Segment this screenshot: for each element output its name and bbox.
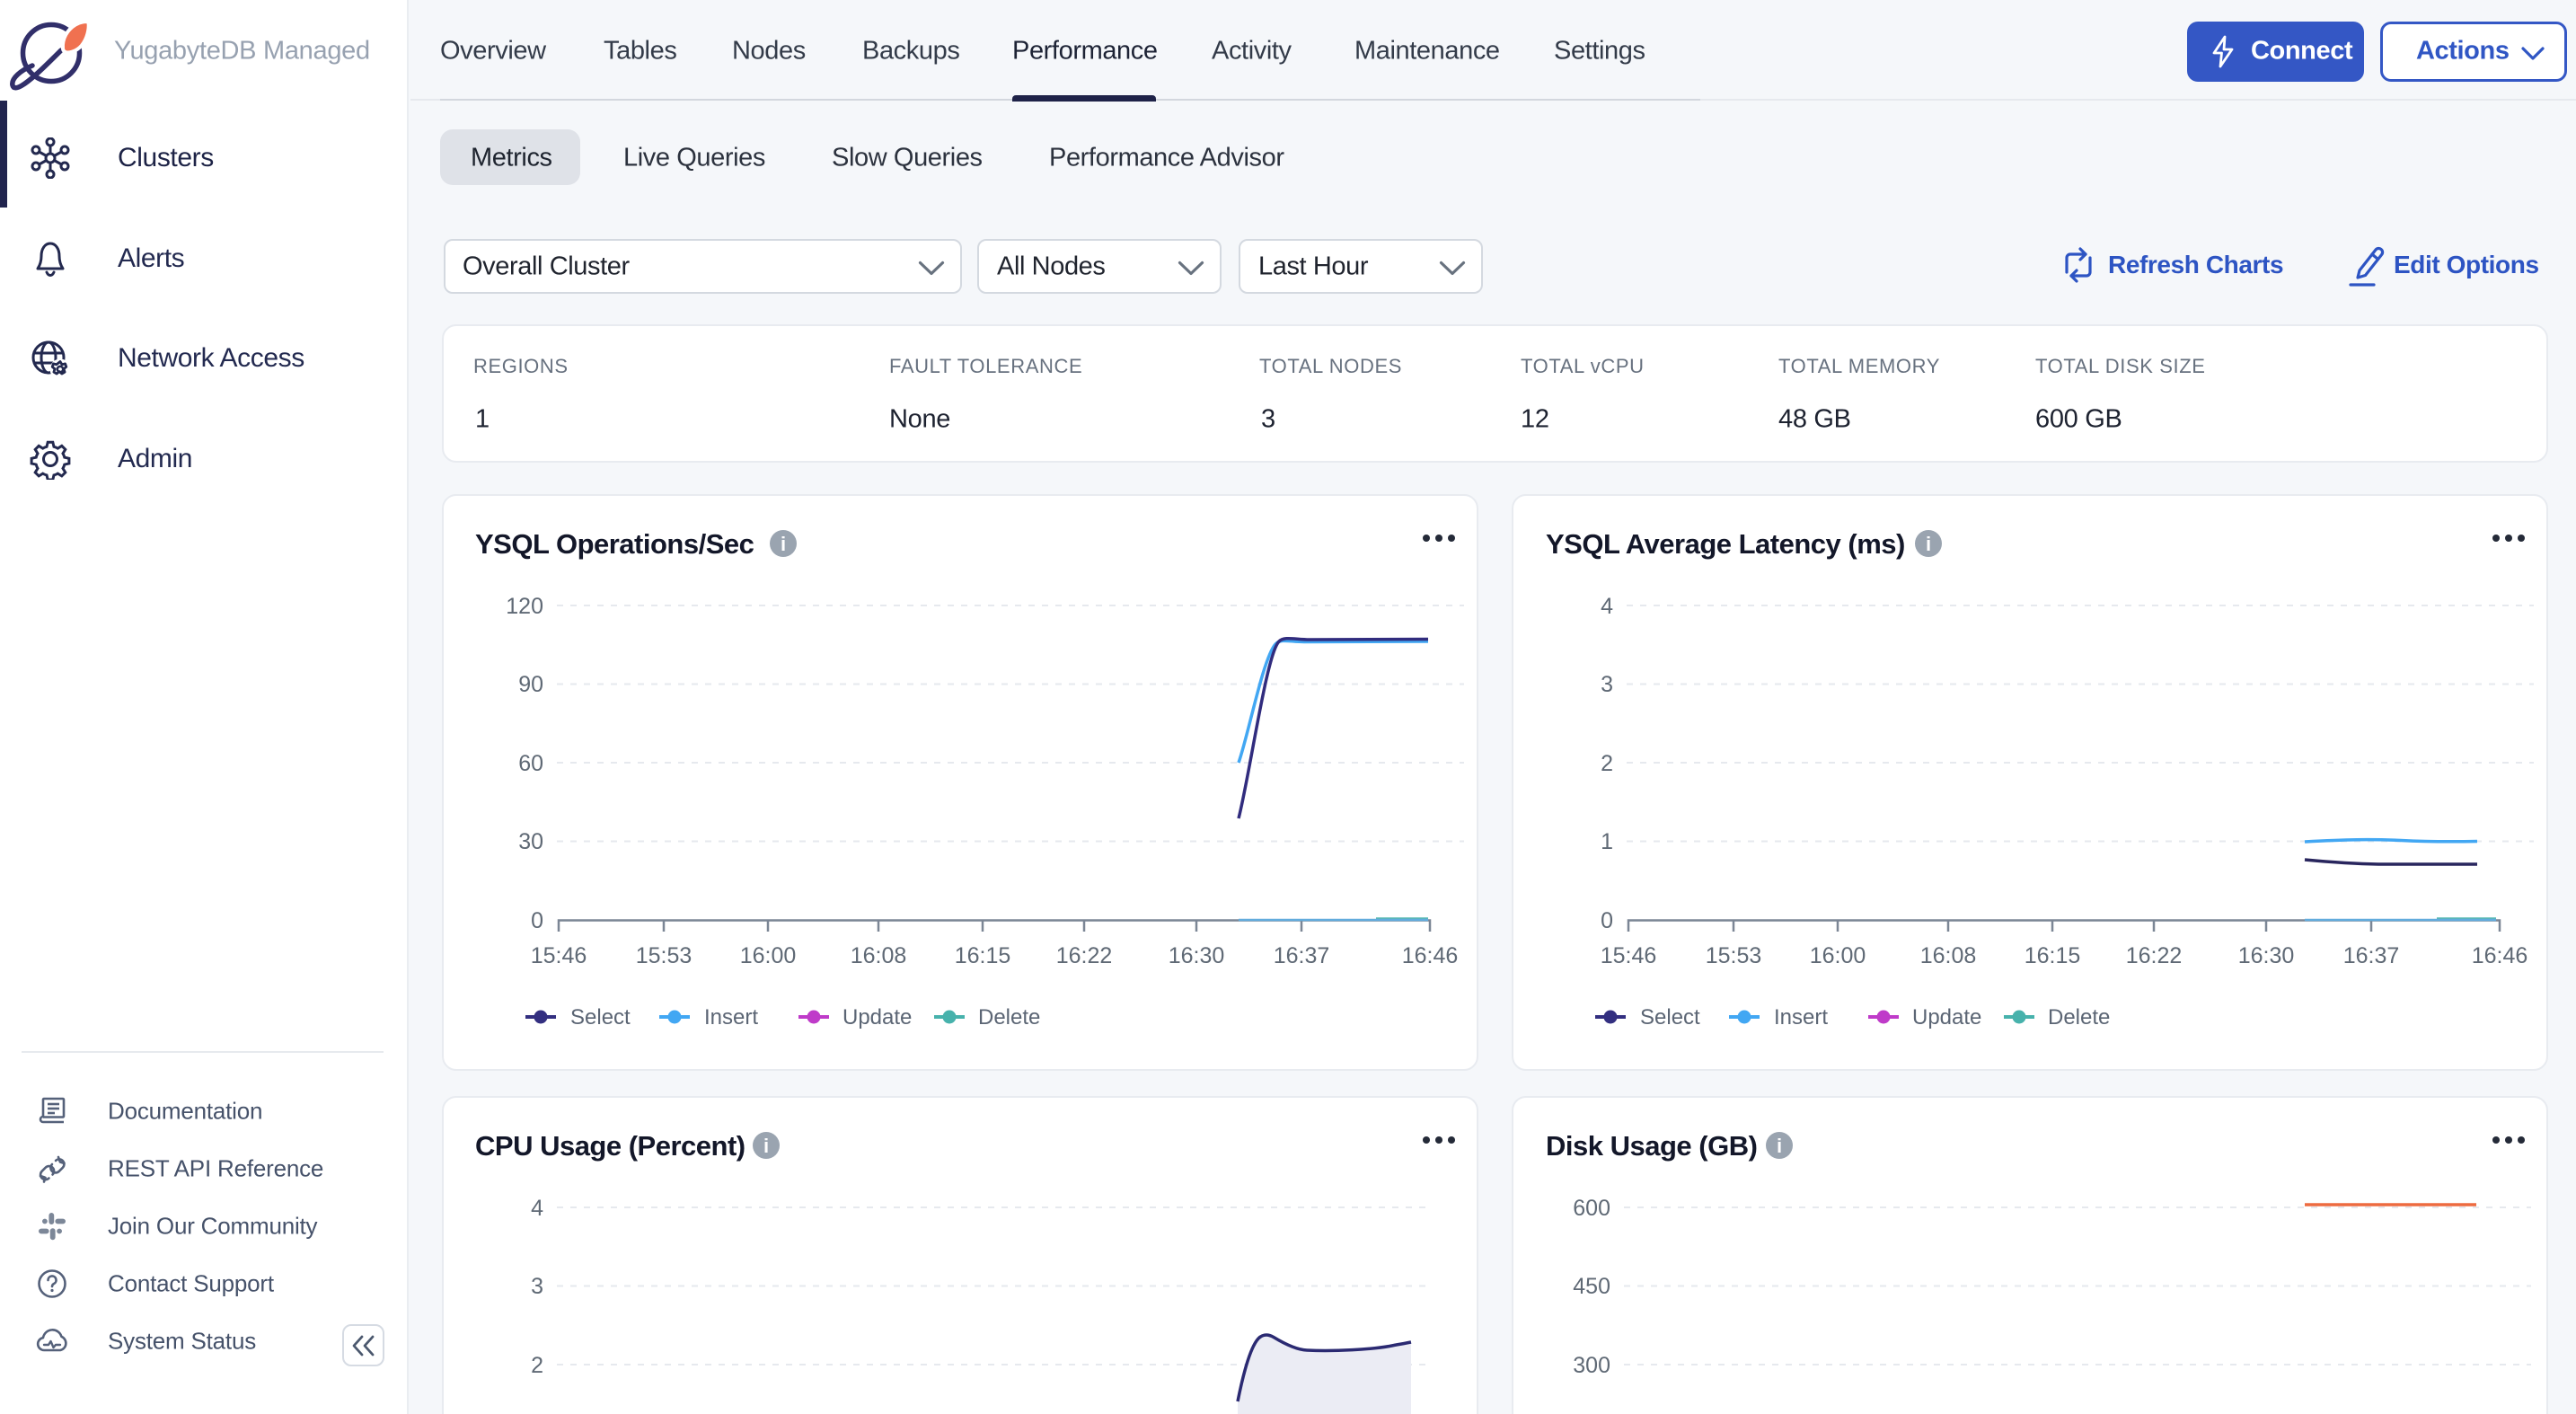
svg-text:16:00: 16:00 bbox=[740, 943, 797, 968]
svg-text:0: 0 bbox=[1601, 908, 1613, 933]
svg-text:16:22: 16:22 bbox=[2126, 943, 2183, 968]
svg-text:16:15: 16:15 bbox=[955, 943, 1011, 968]
svg-text:15:53: 15:53 bbox=[1706, 943, 1762, 968]
svg-text:16:22: 16:22 bbox=[1056, 943, 1113, 968]
svg-text:16:37: 16:37 bbox=[1274, 943, 1330, 968]
svg-text:i: i bbox=[781, 533, 786, 555]
svg-text:16:08: 16:08 bbox=[851, 943, 907, 968]
svg-text:15:53: 15:53 bbox=[636, 943, 693, 968]
svg-text:i: i bbox=[1926, 533, 1931, 555]
svg-text:60: 60 bbox=[518, 751, 543, 776]
svg-text:15:46: 15:46 bbox=[531, 943, 587, 968]
svg-text:90: 90 bbox=[518, 672, 543, 697]
svg-text:300: 300 bbox=[1573, 1353, 1610, 1378]
svg-text:16:30: 16:30 bbox=[1169, 943, 1225, 968]
svg-text:YSQL Average Latency (ms): YSQL Average Latency (ms) bbox=[1546, 528, 1905, 560]
svg-text:2: 2 bbox=[531, 1353, 543, 1378]
svg-text:4: 4 bbox=[531, 1196, 543, 1221]
svg-text:30: 30 bbox=[518, 829, 543, 854]
svg-text:4: 4 bbox=[1601, 594, 1613, 619]
svg-text:1: 1 bbox=[1601, 829, 1613, 854]
svg-text:0: 0 bbox=[531, 908, 543, 933]
svg-text:i: i bbox=[1777, 1135, 1782, 1157]
svg-text:Disk Usage (GB): Disk Usage (GB) bbox=[1546, 1130, 1757, 1162]
svg-text:Select: Select bbox=[570, 1005, 631, 1030]
svg-text:600: 600 bbox=[1573, 1196, 1610, 1221]
svg-text:16:30: 16:30 bbox=[2238, 943, 2295, 968]
svg-text:YSQL Operations/Sec: YSQL Operations/Sec bbox=[475, 528, 754, 560]
svg-text:16:37: 16:37 bbox=[2343, 943, 2400, 968]
svg-text:16:46: 16:46 bbox=[2472, 943, 2528, 968]
svg-text:16:00: 16:00 bbox=[1810, 943, 1866, 968]
svg-text:Insert: Insert bbox=[1774, 1005, 1828, 1030]
svg-text:120: 120 bbox=[506, 594, 543, 619]
svg-text:16:15: 16:15 bbox=[2025, 943, 2081, 968]
svg-text:Delete: Delete bbox=[2048, 1005, 2110, 1030]
svg-text:3: 3 bbox=[531, 1274, 543, 1299]
svg-text:CPU Usage (Percent): CPU Usage (Percent) bbox=[475, 1130, 745, 1162]
svg-text:16:46: 16:46 bbox=[1402, 943, 1459, 968]
svg-text:Select: Select bbox=[1640, 1005, 1700, 1030]
svg-text:16:08: 16:08 bbox=[1920, 943, 1977, 968]
svg-text:i: i bbox=[763, 1135, 769, 1157]
svg-text:Delete: Delete bbox=[978, 1005, 1040, 1030]
svg-text:Insert: Insert bbox=[704, 1005, 758, 1030]
svg-text:450: 450 bbox=[1573, 1274, 1610, 1299]
svg-text:3: 3 bbox=[1601, 672, 1613, 697]
svg-text:Update: Update bbox=[1912, 1005, 1981, 1030]
svg-text:15:46: 15:46 bbox=[1601, 943, 1657, 968]
svg-text:Update: Update bbox=[842, 1005, 912, 1030]
svg-text:2: 2 bbox=[1601, 751, 1613, 776]
